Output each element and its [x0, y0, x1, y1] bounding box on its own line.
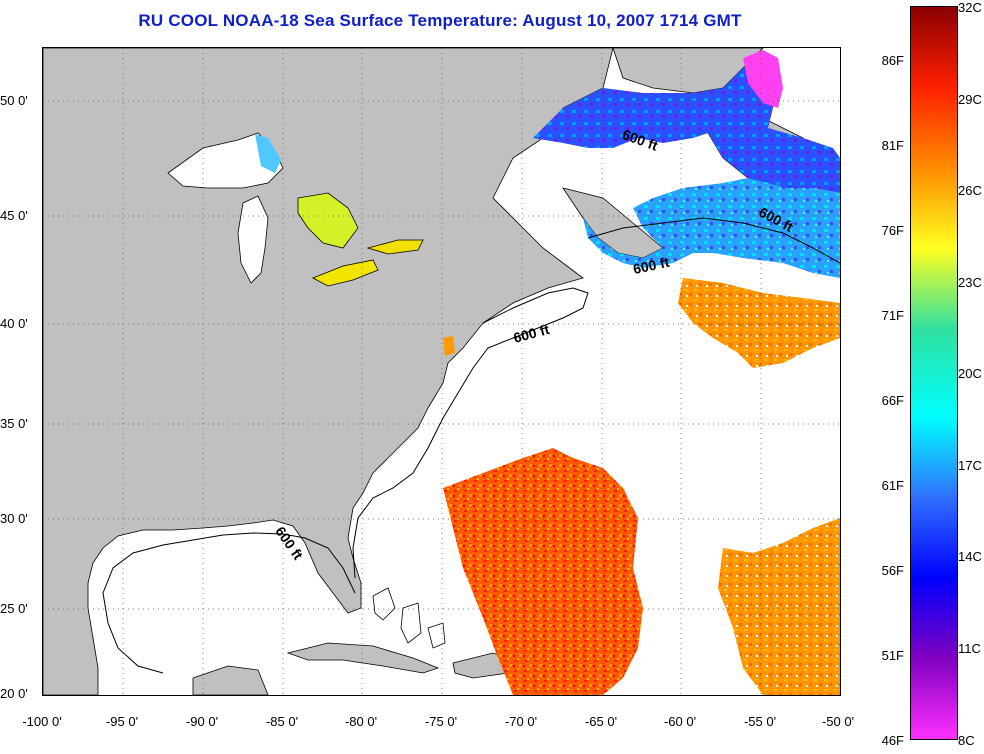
map-title: RU COOL NOAA-18 Sea Surface Temperature:…	[138, 11, 742, 30]
sst-cold-labrador-pink	[743, 50, 783, 108]
lat-tick-20: 20 0'	[0, 686, 28, 701]
sst-warm-gulfstream-north	[678, 278, 840, 368]
lat-tick-45: 45 0'	[0, 208, 28, 223]
land-bahamas-2	[400, 602, 422, 644]
lon-tick-65: -65 0'	[584, 714, 618, 729]
lon-tick-100: -100 0'	[22, 714, 62, 729]
lake-michigan	[237, 195, 269, 284]
colorbar-f-66: 66F	[881, 393, 904, 408]
sst-warm-coastal	[443, 336, 455, 356]
lat-tick-50: 50 0'	[0, 93, 28, 108]
lon-tick-55: -55 0'	[743, 714, 777, 729]
land-yucatan	[192, 665, 269, 695]
lat-tick-35: 35 0'	[0, 416, 28, 431]
lon-tick-75: -75 0'	[424, 714, 458, 729]
lake-huron	[297, 192, 359, 249]
land-cuba	[286, 642, 440, 674]
lon-tick-70: -70 0'	[504, 714, 538, 729]
colorbar-f-46: 46F	[881, 733, 904, 748]
land-north-america	[43, 48, 614, 695]
sst-warm-sargasso-west	[443, 448, 643, 695]
colorbar-c-8: 8C	[958, 733, 975, 748]
lat-tick-40: 40 0'	[0, 316, 28, 331]
lake-erie	[312, 259, 379, 287]
colorbar-f-51: 51F	[881, 648, 904, 663]
colorbar-c-14: 14C	[958, 549, 982, 564]
lake-superior-east	[255, 134, 281, 173]
isobath-600ft-gulf	[102, 532, 356, 674]
lat-tick-25: 25 0'	[0, 601, 28, 616]
colorbar-f-71: 71F	[881, 308, 904, 323]
lon-tick-60: -60 0'	[663, 714, 697, 729]
sst-map: 600 ft 600 ft 600 ft 600 ft 600 ft	[42, 47, 841, 696]
colorbar-f-81: 81F	[881, 138, 904, 153]
lon-tick-85: -85 0'	[265, 714, 299, 729]
isobath-label-gulfmaine: 600 ft	[632, 254, 671, 277]
colorbar-c-32: 32C	[958, 0, 982, 15]
isobath-label-midatlantic: 600 ft	[512, 321, 552, 346]
sst-cold-shelf	[583, 178, 840, 278]
colorbar-c-26: 26C	[958, 183, 982, 198]
colorbar-f-61: 61F	[881, 478, 904, 493]
sst-warm-east-orange	[718, 518, 840, 695]
lat-tick-30: 30 0'	[0, 511, 28, 526]
isobath-600ft-shelf	[587, 217, 840, 264]
lake-ontario	[366, 239, 424, 255]
colorbar-c-23: 23C	[958, 275, 982, 290]
colorbar-c-11: 11C	[958, 641, 981, 656]
temperature-colorbar	[910, 6, 958, 740]
colorbar-f-86: 86F	[881, 53, 904, 68]
isobath-600ft-atlantic	[352, 287, 589, 579]
colorbar-f-76: 76F	[881, 223, 904, 238]
lon-tick-80: -80 0'	[344, 714, 378, 729]
lon-tick-90: -90 0'	[185, 714, 219, 729]
land-bahamas-3	[427, 622, 446, 649]
colorbar-c-29: 29C	[958, 92, 982, 107]
colorbar-c-20: 20C	[958, 366, 982, 381]
lon-tick-95: -95 0'	[105, 714, 139, 729]
colorbar-c-17: 17C	[958, 458, 982, 473]
lon-tick-50: -50 0'	[821, 714, 855, 729]
colorbar-f-56: 56F	[881, 563, 904, 578]
land-bahamas-1	[372, 587, 396, 621]
